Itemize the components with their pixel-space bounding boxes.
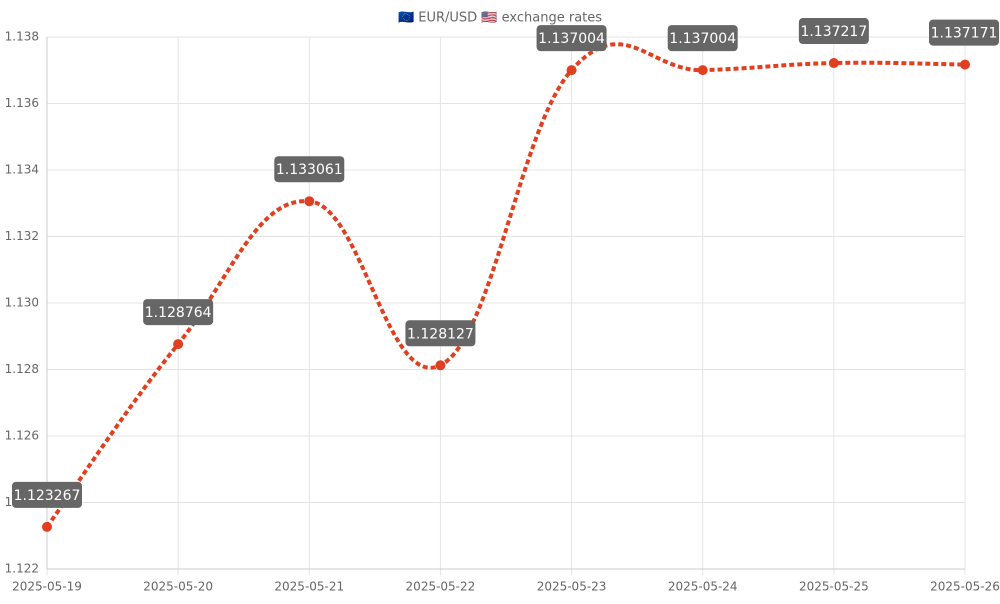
y-tick-label: 1.138 [5, 30, 39, 44]
data-label: 1.137171 [931, 26, 998, 42]
data-label: 1.137004 [538, 31, 605, 47]
data-point [828, 58, 839, 69]
x-tick-label: 2025-05-21 [274, 580, 344, 594]
data-point [42, 521, 52, 532]
x-tick-label: 2025-05-20 [143, 580, 213, 594]
x-tick-label: 2025-05-22 [406, 580, 476, 594]
data-point [566, 65, 577, 76]
data-label: 1.133061 [276, 162, 343, 178]
x-tick-label: 2025-05-23 [537, 580, 607, 594]
data-point [960, 59, 970, 70]
y-tick-label: 1.130 [5, 296, 39, 310]
data-label-box [667, 25, 738, 52]
data-point [697, 65, 708, 76]
data-label-box [143, 299, 214, 326]
x-tick-label: 2025-05-24 [668, 580, 738, 594]
y-tick-label: 1.126 [5, 429, 39, 443]
data-point [173, 339, 184, 350]
data-label: 1.137004 [669, 31, 736, 47]
x-tick-label: 2025-05-26 [930, 580, 1000, 594]
data-label: 1.128127 [407, 326, 474, 342]
data-label-box [798, 18, 869, 45]
y-tick-label: 1.134 [5, 163, 39, 177]
plot: 1.123267 1.128764 1.133061 1.128127 1.137004… [12, 18, 999, 532]
data-label: 1.137217 [800, 24, 867, 40]
series-line [45, 42, 966, 529]
data-label-box [12, 481, 82, 508]
y-tick-label: 1.132 [5, 229, 39, 243]
y-tick-label: 1.128 [5, 362, 39, 376]
data-label-box [536, 25, 607, 52]
x-tick-label: 2025-05-25 [799, 580, 869, 594]
data-label-box [929, 19, 999, 46]
data-label-box [274, 156, 345, 183]
chart-title: 🇪🇺 EUR/USD 🇺🇸 exchange rates [398, 11, 602, 26]
data-label-box [405, 320, 476, 347]
data-label: 1.128764 [145, 305, 212, 321]
y-tick-label: 1.136 [5, 96, 39, 110]
x-tick-label: 2025-05-19 [12, 580, 82, 594]
data-point [435, 360, 446, 371]
data-label: 1.123267 [14, 488, 81, 504]
data-point [304, 196, 315, 207]
y-tick-label: 1.122 [5, 562, 39, 576]
